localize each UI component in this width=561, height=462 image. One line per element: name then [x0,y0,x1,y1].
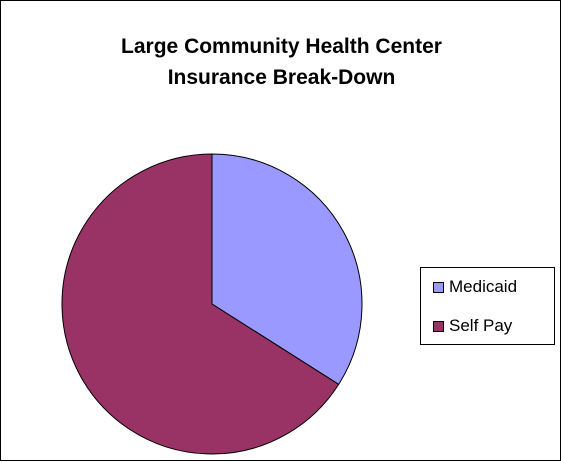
legend-item-medicaid: Medicaid [433,276,517,298]
chart-title-line-2: Insurance Break-Down [167,66,396,89]
legend-swatch-self-pay [433,320,444,332]
legend-item-self-pay: Self Pay [433,315,512,337]
legend-label-self-pay: Self Pay [449,316,513,335]
chart-title: Large Community Health Center Insurance … [1,31,561,93]
legend-label-medicaid: Medicaid [449,277,518,296]
pie-slice-self-pay [61,153,340,455]
legend-swatch-medicaid [433,281,444,293]
pie-slices [61,153,363,455]
legend: Medicaid Self Pay [420,267,555,345]
pie-slice-medicaid [211,153,363,386]
chart-title-line-1: Large Community Health Center [121,35,442,58]
